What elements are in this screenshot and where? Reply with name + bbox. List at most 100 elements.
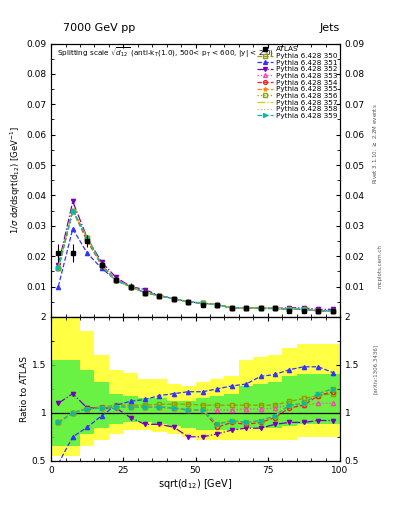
Pythia 6.428 357: [143, 290, 147, 296]
Line: Pythia 6.428 352: Pythia 6.428 352: [56, 199, 335, 311]
Pythia 6.428 357: [114, 278, 118, 284]
Pythia 6.428 355: [99, 262, 104, 268]
Pythia 6.428 357: [157, 292, 162, 298]
Pythia 6.428 356: [157, 292, 162, 298]
Line: Pythia 6.428 357: Pythia 6.428 357: [58, 210, 333, 311]
Pythia 6.428 359: [258, 305, 263, 311]
Pythia 6.428 358: [157, 292, 162, 298]
Pythia 6.428 350: [287, 306, 292, 312]
Pythia 6.428 351: [157, 292, 162, 298]
Pythia 6.428 351: [128, 284, 133, 290]
Y-axis label: Ratio to ATLAS: Ratio to ATLAS: [20, 356, 29, 422]
Pythia 6.428 359: [70, 207, 75, 214]
Line: Pythia 6.428 358: Pythia 6.428 358: [58, 210, 333, 311]
Pythia 6.428 350: [273, 305, 277, 311]
Pythia 6.428 358: [215, 302, 220, 308]
Pythia 6.428 352: [258, 305, 263, 311]
Pythia 6.428 355: [200, 300, 205, 306]
Line: Pythia 6.428 359: Pythia 6.428 359: [56, 208, 335, 313]
Pythia 6.428 352: [229, 305, 234, 311]
Pythia 6.428 355: [331, 308, 335, 314]
Pythia 6.428 356: [301, 306, 306, 312]
Pythia 6.428 351: [301, 306, 306, 312]
Pythia 6.428 351: [258, 305, 263, 311]
Pythia 6.428 359: [287, 306, 292, 312]
Pythia 6.428 353: [301, 306, 306, 312]
Pythia 6.428 350: [244, 305, 248, 311]
Line: Pythia 6.428 351: Pythia 6.428 351: [56, 227, 335, 313]
Pythia 6.428 358: [171, 295, 176, 302]
Pythia 6.428 351: [200, 300, 205, 306]
Pythia 6.428 358: [273, 305, 277, 311]
Pythia 6.428 357: [229, 305, 234, 311]
Pythia 6.428 357: [85, 235, 90, 241]
Pythia 6.428 358: [200, 300, 205, 306]
Pythia 6.428 355: [157, 292, 162, 298]
Pythia 6.428 358: [143, 290, 147, 296]
Pythia 6.428 358: [301, 306, 306, 312]
Pythia 6.428 352: [215, 302, 220, 308]
Pythia 6.428 355: [114, 278, 118, 284]
Pythia 6.428 352: [99, 259, 104, 265]
Text: Jets: Jets: [320, 23, 340, 33]
Pythia 6.428 359: [128, 284, 133, 290]
Pythia 6.428 350: [331, 308, 335, 314]
Pythia 6.428 353: [244, 305, 248, 311]
Pythia 6.428 353: [258, 305, 263, 311]
Text: Splitting scale $\sqrt{d_{12}}$ (anti-k$_\mathrm{T}$(1.0), 500< p$_\mathrm{T}$ <: Splitting scale $\sqrt{d_{12}}$ (anti-k$…: [57, 46, 274, 60]
Pythia 6.428 359: [215, 302, 220, 308]
Pythia 6.428 355: [186, 298, 191, 305]
Pythia 6.428 353: [128, 284, 133, 290]
Pythia 6.428 355: [273, 305, 277, 311]
Pythia 6.428 357: [99, 262, 104, 268]
Pythia 6.428 354: [143, 290, 147, 296]
Pythia 6.428 358: [85, 235, 90, 241]
Pythia 6.428 357: [200, 300, 205, 306]
Pythia 6.428 352: [143, 287, 147, 293]
Pythia 6.428 357: [215, 302, 220, 308]
Pythia 6.428 354: [70, 207, 75, 214]
Pythia 6.428 356: [229, 305, 234, 311]
Pythia 6.428 353: [287, 306, 292, 312]
Pythia 6.428 353: [56, 265, 61, 271]
Pythia 6.428 353: [331, 308, 335, 314]
Pythia 6.428 355: [229, 305, 234, 311]
Pythia 6.428 350: [316, 308, 321, 314]
Text: Rivet 3.1.10, $\geq$ 2.2M events: Rivet 3.1.10, $\geq$ 2.2M events: [371, 103, 379, 184]
Pythia 6.428 356: [186, 298, 191, 305]
Pythia 6.428 356: [258, 305, 263, 311]
Line: Pythia 6.428 354: Pythia 6.428 354: [56, 208, 335, 313]
Pythia 6.428 357: [128, 284, 133, 290]
Pythia 6.428 358: [99, 262, 104, 268]
Pythia 6.428 358: [56, 265, 61, 271]
Pythia 6.428 355: [258, 305, 263, 311]
Pythia 6.428 356: [244, 305, 248, 311]
Line: Pythia 6.428 355: Pythia 6.428 355: [56, 208, 335, 313]
Pythia 6.428 359: [331, 308, 335, 314]
Pythia 6.428 359: [143, 290, 147, 296]
Pythia 6.428 359: [157, 292, 162, 298]
Pythia 6.428 351: [229, 305, 234, 311]
Pythia 6.428 352: [244, 305, 248, 311]
Pythia 6.428 353: [171, 295, 176, 302]
Pythia 6.428 358: [287, 306, 292, 312]
Pythia 6.428 356: [331, 308, 335, 314]
Pythia 6.428 358: [244, 305, 248, 311]
X-axis label: sqrt(d$_{12}$) [GeV]: sqrt(d$_{12}$) [GeV]: [158, 477, 233, 492]
Pythia 6.428 350: [301, 306, 306, 312]
Pythia 6.428 352: [200, 300, 205, 306]
Pythia 6.428 356: [287, 306, 292, 312]
Pythia 6.428 354: [200, 300, 205, 306]
Pythia 6.428 352: [301, 305, 306, 311]
Pythia 6.428 356: [85, 235, 90, 241]
Pythia 6.428 352: [171, 295, 176, 302]
Pythia 6.428 355: [215, 302, 220, 308]
Pythia 6.428 350: [186, 298, 191, 305]
Pythia 6.428 353: [70, 207, 75, 214]
Pythia 6.428 353: [229, 305, 234, 311]
Pythia 6.428 350: [157, 292, 162, 298]
Pythia 6.428 352: [273, 305, 277, 311]
Pythia 6.428 358: [258, 305, 263, 311]
Pythia 6.428 354: [128, 284, 133, 290]
Pythia 6.428 352: [114, 274, 118, 281]
